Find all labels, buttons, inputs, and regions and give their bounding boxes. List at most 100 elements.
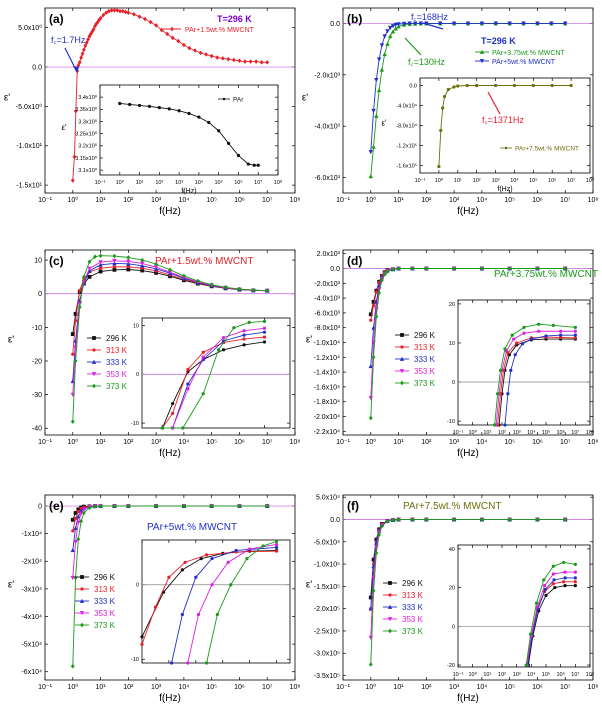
data-point: [537, 329, 541, 333]
x-tick-label: 10³: [151, 439, 162, 446]
y-axis-title: ε': [8, 580, 14, 591]
inset-chart: -10 0: [131, 539, 291, 665]
data-point: [438, 21, 443, 26]
y-tick-label: -5.0x10⁰: [16, 103, 42, 111]
data-point: [80, 587, 84, 591]
x-tick-label: 10¹: [393, 439, 404, 446]
legend-entry: 333 K: [106, 358, 128, 367]
data-point: [396, 517, 401, 522]
data-point: [265, 60, 270, 65]
data-point: [251, 287, 256, 293]
data-point: [243, 59, 247, 64]
data-point: [369, 318, 373, 322]
data-point: [229, 583, 233, 587]
x-axis-title: f(Hz): [159, 693, 181, 704]
y-tick-label: -1x10⁴: [21, 531, 42, 538]
data-point: [87, 259, 92, 265]
data-point: [504, 146, 508, 150]
data-point: [551, 582, 555, 586]
data-point: [418, 21, 423, 26]
x-tick-label: 10⁰: [365, 438, 376, 446]
data-point: [237, 503, 242, 509]
data-point: [112, 267, 117, 272]
y-tick-label: 3.3x10⁰: [78, 118, 98, 125]
inset-axes-frame: [457, 299, 591, 426]
data-point: [76, 520, 81, 525]
x-axis-title: f(Hz): [457, 693, 479, 704]
data-point: [186, 382, 190, 386]
legend-entry: 296 K: [106, 334, 128, 343]
data-point: [410, 266, 415, 271]
data-point: [106, 8, 111, 14]
y-tick-label: -4.0x10⁴: [396, 102, 417, 109]
x-tick-label: 10²: [123, 439, 134, 446]
data-point: [563, 21, 568, 26]
y-tick-label: 0: [136, 583, 139, 589]
x-tick-label: 10⁴: [178, 439, 189, 446]
data-point: [104, 10, 109, 16]
data-point: [512, 83, 517, 88]
data-point: [204, 553, 209, 557]
y-tick-label: 3.4x10⁰: [78, 94, 98, 101]
x-tick-label: 10¹: [95, 439, 106, 446]
data-point: [210, 557, 214, 561]
data-point: [242, 343, 246, 347]
data-point: [209, 53, 214, 59]
data-point: [262, 319, 267, 324]
y-tick-label: -2.2x10⁴: [314, 429, 340, 436]
data-point: [252, 163, 256, 167]
data-point: [70, 547, 75, 553]
y-tick-label: -3.5x10⁵: [314, 673, 340, 680]
legend-entry: PAr: [233, 97, 244, 104]
x-axis-title: f(Hz): [457, 448, 479, 459]
inset-chart: 10⁻¹ 10⁰ 10¹ 10² 10³ 10⁴ 10⁵ 10⁶ 10⁷ 10⁸ -10 0 10 20: [447, 299, 594, 436]
data-point: [80, 575, 84, 579]
data-point: [79, 598, 85, 603]
y-tick-label: -1.6x10⁴: [314, 384, 340, 391]
data-point: [181, 42, 186, 48]
inset-y-title: ε': [61, 123, 67, 132]
data-point: [73, 575, 78, 581]
data-point: [101, 12, 106, 18]
x-tick-label: 10⁷: [560, 439, 571, 446]
x-tick-label: 10⁰: [435, 177, 444, 184]
data-point: [109, 8, 114, 13]
y-tick-label: 0: [452, 380, 455, 386]
y-axis-title: ε': [306, 580, 312, 591]
data-point: [217, 129, 221, 133]
y-tick-label: -5x10⁴: [21, 642, 42, 649]
data-point: [573, 576, 577, 580]
x-axis-title: f(Hz): [159, 206, 181, 217]
data-point: [201, 355, 205, 359]
x-tick-label: 10⁴: [178, 684, 189, 691]
x-tick-label: 10⁻¹: [453, 430, 464, 436]
data-point: [371, 108, 376, 114]
data-point: [167, 575, 171, 579]
x-tick-label: 10⁰: [67, 438, 78, 446]
x-tick-label: 10⁸: [290, 684, 301, 691]
data-point: [181, 273, 186, 279]
data-point: [204, 661, 209, 665]
data-point: [246, 162, 250, 166]
y-tick-label: 0: [136, 372, 139, 378]
x-tick-label: 10²: [473, 178, 481, 184]
y-tick-label: -40: [32, 426, 42, 433]
data-point: [197, 115, 201, 119]
data-point: [385, 29, 390, 34]
x-tick-label: 10⁰: [469, 429, 478, 436]
data-point: [196, 612, 201, 617]
data-point: [400, 380, 404, 386]
data-point: [573, 580, 577, 584]
x-tick-label: 10⁻¹: [38, 439, 52, 446]
x-tick-label: 10⁷: [560, 197, 571, 204]
legend-entry: 313 K: [414, 343, 436, 352]
data-point: [98, 262, 103, 267]
data-point: [371, 144, 376, 149]
data-point: [177, 109, 181, 113]
data-point: [167, 270, 173, 275]
y-tick-label: -1.5x10⁵: [314, 584, 340, 591]
y-tick-label: -10: [32, 325, 42, 332]
data-point: [274, 549, 279, 553]
data-point: [222, 335, 226, 340]
data-point: [226, 560, 230, 564]
